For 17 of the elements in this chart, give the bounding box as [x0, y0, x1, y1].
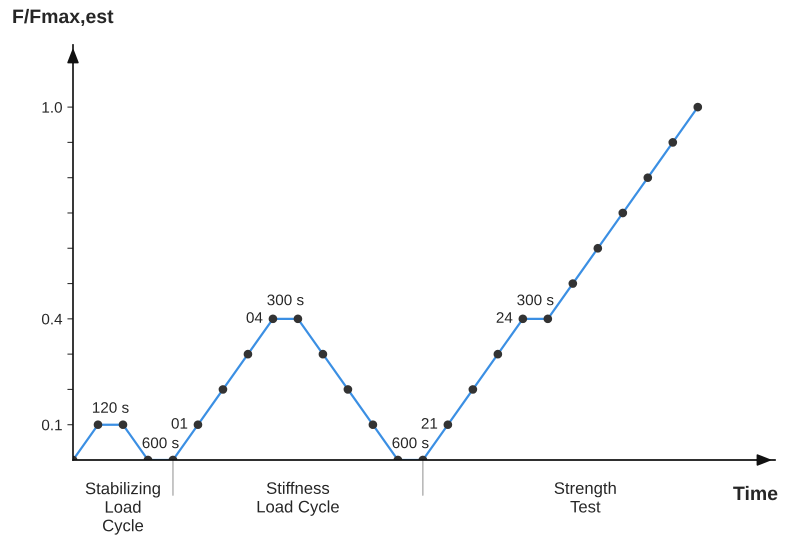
y-axis-title: F/Fmax,est	[13, 8, 114, 26]
annotation: 300 s	[267, 294, 304, 306]
y-tick-label: 1.0	[42, 102, 62, 113]
y-tick-label: 0.4	[42, 314, 62, 325]
annotation: 04	[246, 312, 262, 323]
x-axis-title: Time	[733, 486, 778, 500]
text: Stabilizing Load Cycle	[86, 482, 160, 535]
text: Stiffness Load Cycle	[258, 482, 339, 516]
annotation: 120 s	[92, 402, 129, 413]
y-tick-label: 0.1	[42, 420, 62, 430]
annotation: 600 s	[142, 437, 179, 448]
text: Strength Test	[554, 482, 616, 513]
annotation: 21	[422, 418, 438, 429]
annotation: 24	[496, 312, 512, 323]
annotation: 300 s	[517, 294, 554, 306]
annotation: 01	[172, 418, 188, 429]
annotation: 600 s	[392, 437, 429, 448]
